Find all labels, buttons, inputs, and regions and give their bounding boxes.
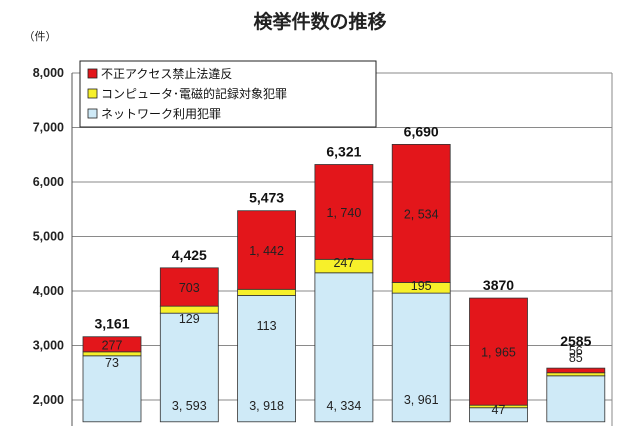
legend-swatch-access [87,68,98,79]
total-label: 6,690 [404,123,439,139]
y-tick-label: 7,000 [33,121,64,135]
bar-segment-network [391,292,451,423]
data-label-computer: 73 [105,356,119,370]
data-label-computer: 195 [411,279,432,293]
data-label-computer: 47 [492,403,506,417]
total-label: 6,321 [326,144,361,160]
bar-segment-access [314,164,374,260]
bar-segment-access [159,267,219,307]
legend-box [79,60,377,128]
data-label-access: 2, 534 [404,207,439,221]
bar-segment-access [237,210,297,290]
total-label: 5,473 [249,190,284,206]
y-tick-label: 4,000 [33,284,64,298]
chart-title: 検挙件数の推移 [253,10,386,33]
y-axis: 2,000 3,000 4,000 5,000 6,000 7,000 8,000 [33,66,613,426]
legend-label-access: 不正アクセス禁止法違反 [101,67,232,81]
data-label-network: 3, 961 [404,393,439,407]
bars [82,143,606,423]
data-label-computer: 247 [333,256,354,270]
data-label-access: 703 [179,281,200,295]
y-axis-unit: （件） [24,30,57,43]
data-label-access: 277 [102,338,123,352]
legend-swatch-network [87,108,98,119]
bar-segment-access [391,143,451,283]
data-label-access: 85 [569,351,583,365]
legend-label-network: ネットワーク利用犯罪 [101,107,221,121]
data-label-access: 1, 965 [481,346,516,360]
total-label: 3,161 [94,316,129,332]
bar-segment-computer [546,372,606,377]
y-tick-label: 3,000 [33,339,64,353]
data-label-computer: 56 [569,344,583,358]
y-tick-label: 6,000 [33,175,64,189]
bar-segment-network [314,272,374,423]
data-label-computer: 113 [257,319,277,333]
legend-swatch-computer [87,88,98,99]
data-label-access: 1, 442 [249,244,284,258]
data-labels: 73 277 3,161 3, 593 129 703 4,425 3, 918 113 1, 4… [94,123,591,417]
total-label: 3870 [483,277,514,293]
data-label-computer: 129 [179,312,200,326]
y-tick-label: 5,000 [33,230,64,244]
total-label: 4,425 [172,247,207,263]
data-label-network: 3, 918 [249,399,284,413]
y-tick-label: 2,000 [33,393,64,407]
data-label-network: 4, 334 [327,399,362,413]
bar-segment-computer [237,288,297,296]
bar-segment-network [546,375,606,423]
bar-segment-access [82,336,142,353]
total-label: 2585 [560,333,591,349]
data-label-access: 1, 740 [327,206,362,220]
bar-segment-network [237,295,297,423]
data-label-network: 3, 593 [172,399,207,413]
y-tick-label: 8,000 [33,66,64,80]
bar-segment-access [469,297,528,406]
legend-label-computer: コンピュータ･電磁的記録対象犯罪 [101,86,287,101]
bar-segment-access [546,367,606,374]
